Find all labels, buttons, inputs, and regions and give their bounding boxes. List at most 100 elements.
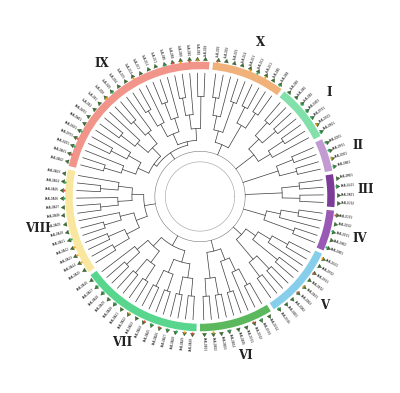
Text: AhALDQ01: AhALDQ01 [328, 133, 343, 143]
Text: AhALDA23: AhALDA23 [126, 320, 136, 334]
Text: AhALDJ01: AhALDJ01 [339, 214, 354, 219]
Text: OsALDC3: OsALDC3 [131, 58, 140, 71]
Text: AtALDC4: AtALDC4 [241, 50, 249, 63]
Text: AhALDD02: AhALDD02 [293, 300, 305, 313]
Text: AhALDB05: AhALDB05 [236, 331, 244, 346]
Text: AhALDF02: AhALDF02 [320, 266, 334, 277]
Text: OsALDC4: OsALDC4 [123, 62, 133, 75]
Text: AhALDA24: AhALDA24 [134, 324, 144, 338]
Text: AhALDA27: AhALDA27 [161, 333, 168, 347]
Text: IV: IV [353, 232, 368, 245]
Wedge shape [90, 271, 197, 331]
Text: AhALDA05: AhALDA05 [45, 187, 60, 192]
Text: AhALDC02: AhALDC02 [253, 325, 262, 340]
Text: AhALDS01: AhALDS01 [318, 113, 332, 124]
Text: AhALDA29: AhALDA29 [180, 336, 185, 351]
Wedge shape [65, 169, 95, 272]
Text: AhALDA19: AhALDA19 [95, 300, 107, 313]
Text: AhALDW01: AhALDW01 [68, 112, 82, 123]
Text: AhALDA17: AhALDA17 [82, 287, 95, 299]
Text: VIII: VIII [25, 222, 50, 235]
Text: OsALDD2: OsALDD2 [100, 78, 111, 90]
Text: AhALDN01: AhALDN01 [337, 160, 352, 167]
Text: VI: VI [238, 349, 252, 362]
Text: OsALDB5: OsALDB5 [158, 48, 165, 61]
Text: OsALDD1: OsALDD1 [108, 72, 118, 84]
Text: AhALDA02: AhALDA02 [50, 155, 64, 162]
Text: AtALDB1: AtALDB1 [302, 92, 314, 103]
Text: AhALDP01: AhALDP01 [332, 142, 346, 151]
Text: AhALDA09: AhALDA09 [48, 222, 62, 229]
Text: AhALDT01: AhALDT01 [314, 105, 327, 116]
Text: AhALDA16: AhALDA16 [76, 281, 90, 292]
Text: AhALDD03: AhALDD03 [299, 294, 312, 307]
Text: AhALDA20: AhALDA20 [102, 305, 114, 319]
Text: AhALDA01: AhALDA01 [52, 146, 67, 154]
Text: VII: VII [112, 336, 132, 349]
Text: AtALDD1: AtALDD1 [224, 46, 231, 59]
Wedge shape [69, 62, 210, 168]
Text: OsALDD3: OsALDD3 [93, 84, 104, 96]
Text: OsALDC1: OsALDC1 [149, 51, 156, 64]
Text: III: III [357, 183, 374, 196]
Text: AtALDB4: AtALDB4 [280, 71, 290, 83]
Text: AhALDA26: AhALDA26 [152, 331, 160, 345]
Text: AhALDJ02: AhALDJ02 [340, 201, 355, 206]
Text: AhALDC01: AhALDC01 [245, 329, 253, 343]
Text: AhALDA07: AhALDA07 [46, 205, 60, 210]
Text: OsALDB4: OsALDB4 [167, 46, 173, 59]
Text: AtALDB3: AtALDB3 [290, 79, 301, 91]
Text: OsALDB1: OsALDB1 [195, 43, 199, 56]
Text: V: V [320, 299, 330, 312]
Text: AhALDA08: AhALDA08 [46, 214, 61, 219]
Text: AhALDB01: AhALDB01 [202, 337, 207, 351]
Text: II: II [352, 139, 363, 152]
Text: I: I [326, 86, 332, 99]
Text: OsALDB2: OsALDB2 [185, 44, 190, 56]
Text: AhALDA30: AhALDA30 [189, 337, 194, 351]
Text: AtALDC1: AtALDC1 [265, 61, 275, 73]
Text: AhALDZ01: AhALDZ01 [56, 137, 70, 146]
Text: AhALDE01: AhALDE01 [305, 287, 318, 299]
Text: AhALDL01: AhALDL01 [340, 183, 354, 188]
Text: AhALDA15: AhALDA15 [68, 270, 82, 281]
Text: AhALDA21: AhALDA21 [110, 311, 121, 325]
Wedge shape [200, 305, 271, 331]
Text: OsALDC2: OsALDC2 [140, 54, 148, 67]
Text: AtALDD2: AtALDD2 [216, 44, 222, 57]
Text: AhALDA04: AhALDA04 [46, 178, 60, 183]
Text: AhALDK01: AhALDK01 [341, 193, 355, 196]
Wedge shape [280, 91, 320, 140]
Text: OsALDE1: OsALDE1 [87, 91, 98, 102]
Text: AhALDA06: AhALDA06 [45, 196, 59, 200]
Text: AhALDC04: AhALDC04 [268, 318, 279, 332]
Text: AhALDH01: AhALDH01 [330, 247, 344, 256]
Text: AhALDG01: AhALDG01 [325, 259, 339, 268]
Wedge shape [212, 62, 282, 95]
Text: AhALDA12: AhALDA12 [56, 247, 70, 256]
Text: AhALDB03: AhALDB03 [220, 335, 226, 350]
Text: OsALDE2: OsALDE2 [80, 97, 92, 108]
Text: AhALDE02: AhALDE02 [310, 281, 324, 292]
Text: AtALDC5: AtALDC5 [233, 48, 240, 61]
Wedge shape [315, 139, 332, 172]
Text: AhALDH02: AhALDH02 [333, 239, 348, 247]
Text: AhALDA25: AhALDA25 [143, 327, 152, 342]
Text: AhALDC05: AhALDC05 [279, 311, 290, 325]
Text: X: X [256, 36, 265, 49]
Text: AhALDA18: AhALDA18 [88, 294, 101, 307]
Text: AhALDB02: AhALDB02 [211, 336, 216, 351]
Wedge shape [316, 210, 334, 251]
Text: AhALDY01: AhALDY01 [59, 128, 74, 138]
Text: AhALDO01: AhALDO01 [334, 151, 349, 159]
Text: AtALDB5: AtALDB5 [273, 66, 283, 78]
Wedge shape [326, 174, 335, 207]
Text: AhALDC03: AhALDC03 [261, 322, 271, 336]
Text: AhALDA14: AhALDA14 [64, 263, 78, 273]
Text: AhALDV01: AhALDV01 [74, 104, 87, 116]
Text: AhALDA11: AhALDA11 [52, 239, 67, 247]
Text: AhALDB04: AhALDB04 [228, 334, 235, 348]
Text: AhALDA28: AhALDA28 [170, 335, 177, 349]
Text: IX: IX [94, 57, 109, 70]
Text: AhALDA13: AhALDA13 [59, 255, 74, 265]
